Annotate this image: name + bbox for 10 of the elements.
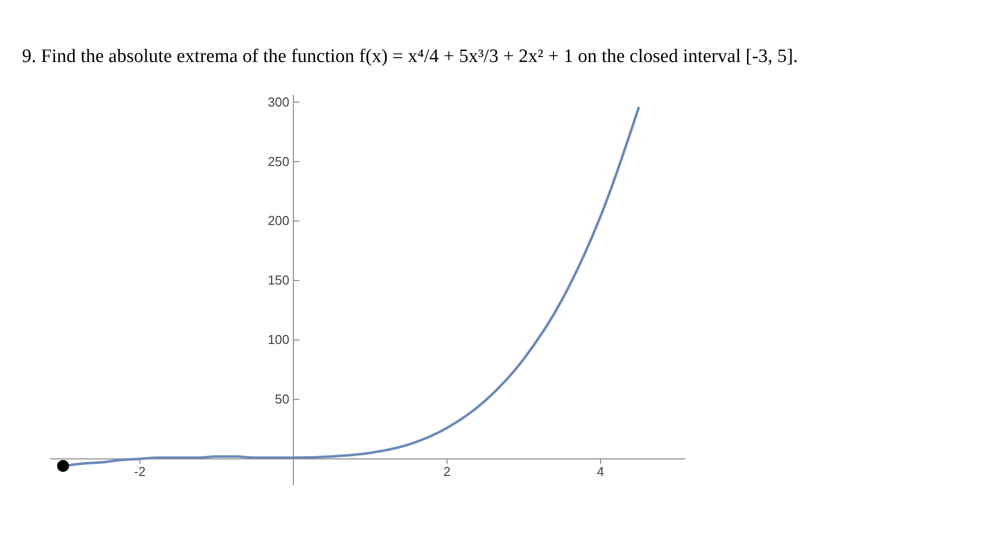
x-tick-label: 4 xyxy=(596,464,604,480)
y-tick-label: 50 xyxy=(274,392,290,407)
y-tick-label: 250 xyxy=(268,154,290,169)
chart-title: 9. Find the absolute extrema of the function f(x) = x⁴/4 + 5x³/3 + 2x² + 1 on the closed interval [-3, 5]. xyxy=(22,46,798,67)
x-tick-label: -2 xyxy=(134,464,146,480)
y-tick-label: 100 xyxy=(268,332,290,348)
x-tick-label: 2 xyxy=(443,464,451,480)
y-tick-label: 300 xyxy=(268,94,290,110)
y-tick-label: 150 xyxy=(268,272,290,288)
y-tick-label: 200 xyxy=(268,213,290,228)
